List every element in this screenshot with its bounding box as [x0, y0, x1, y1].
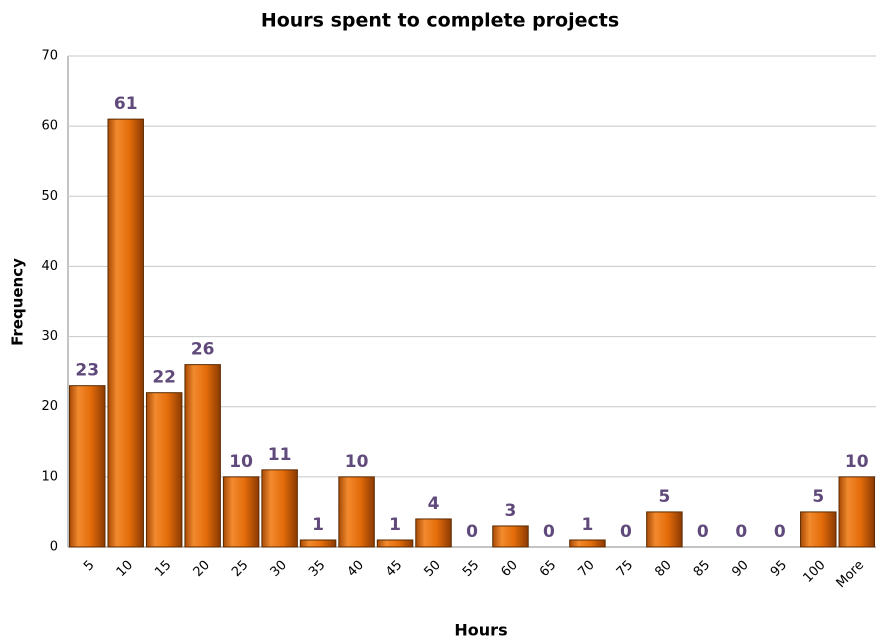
bar [184, 364, 221, 548]
x-tick-label: 85 [691, 558, 713, 580]
data-label: 0 [466, 522, 478, 542]
data-label: 0 [735, 522, 747, 542]
bar [569, 539, 606, 548]
bar [415, 518, 452, 548]
x-tick-label: 80 [652, 558, 674, 580]
bar [69, 385, 106, 548]
bar [107, 118, 144, 548]
y-axis-label: Frequency [9, 258, 27, 346]
data-label: 5 [812, 487, 824, 507]
bar [800, 511, 837, 548]
x-tick-label: 55 [460, 558, 482, 580]
bar [261, 469, 298, 548]
x-tick-label: 75 [614, 558, 636, 580]
x-tick-label: 45 [383, 558, 405, 580]
x-tick-label: 10 [114, 558, 136, 580]
data-label: 1 [312, 515, 324, 535]
chart-title: Hours spent to complete projects [261, 10, 619, 32]
bar [145, 392, 183, 548]
x-tick-label: 95 [768, 558, 790, 580]
data-label: 10 [845, 452, 869, 472]
data-label: 10 [345, 452, 369, 472]
data-label: 5 [658, 487, 670, 507]
y-tick-label: 70 [41, 49, 58, 64]
x-tick-label: 90 [729, 558, 751, 580]
x-tick-label: 50 [422, 558, 444, 580]
bar [299, 539, 337, 548]
bar [338, 476, 375, 548]
x-tick-label: More [834, 558, 867, 591]
bar [376, 539, 414, 548]
data-label: 1 [582, 515, 594, 535]
x-tick-label: 5 [81, 558, 97, 574]
bar [492, 525, 529, 548]
y-tick-label: 30 [41, 329, 58, 344]
x-tick-label: 60 [498, 558, 520, 580]
data-label: 23 [75, 361, 99, 381]
data-label: 10 [229, 452, 253, 472]
x-tick-label: 35 [306, 558, 328, 580]
y-tick-label: 10 [41, 469, 58, 484]
data-label: 0 [620, 522, 632, 542]
bar [838, 476, 875, 548]
x-tick-label: 30 [268, 558, 290, 580]
bar [222, 476, 260, 548]
y-tick-label: 0 [50, 540, 58, 555]
x-tick-label: 15 [152, 558, 174, 580]
data-label: 61 [114, 94, 138, 114]
y-tick-label: 50 [41, 189, 58, 204]
x-tick-label: 100 [800, 558, 828, 586]
data-label: 0 [543, 522, 555, 542]
bar [646, 511, 683, 548]
x-tick-label: 25 [229, 558, 251, 580]
x-tick-label: 40 [345, 558, 367, 580]
data-label: 0 [697, 522, 709, 542]
y-tick-label: 20 [41, 399, 58, 414]
data-label: 0 [774, 522, 786, 542]
data-label: 3 [505, 501, 517, 521]
x-tick-label: 65 [537, 558, 559, 580]
data-label: 22 [152, 368, 176, 388]
data-label: 1 [389, 515, 401, 535]
x-axis-label: Hours [454, 621, 507, 640]
data-label: 4 [428, 494, 440, 514]
y-tick-label: 40 [41, 259, 58, 274]
x-tick-label: 20 [191, 558, 213, 580]
y-tick-label: 60 [41, 119, 58, 134]
data-label: 11 [268, 445, 292, 465]
data-label: 26 [191, 340, 215, 360]
x-tick-label: 70 [575, 558, 597, 580]
